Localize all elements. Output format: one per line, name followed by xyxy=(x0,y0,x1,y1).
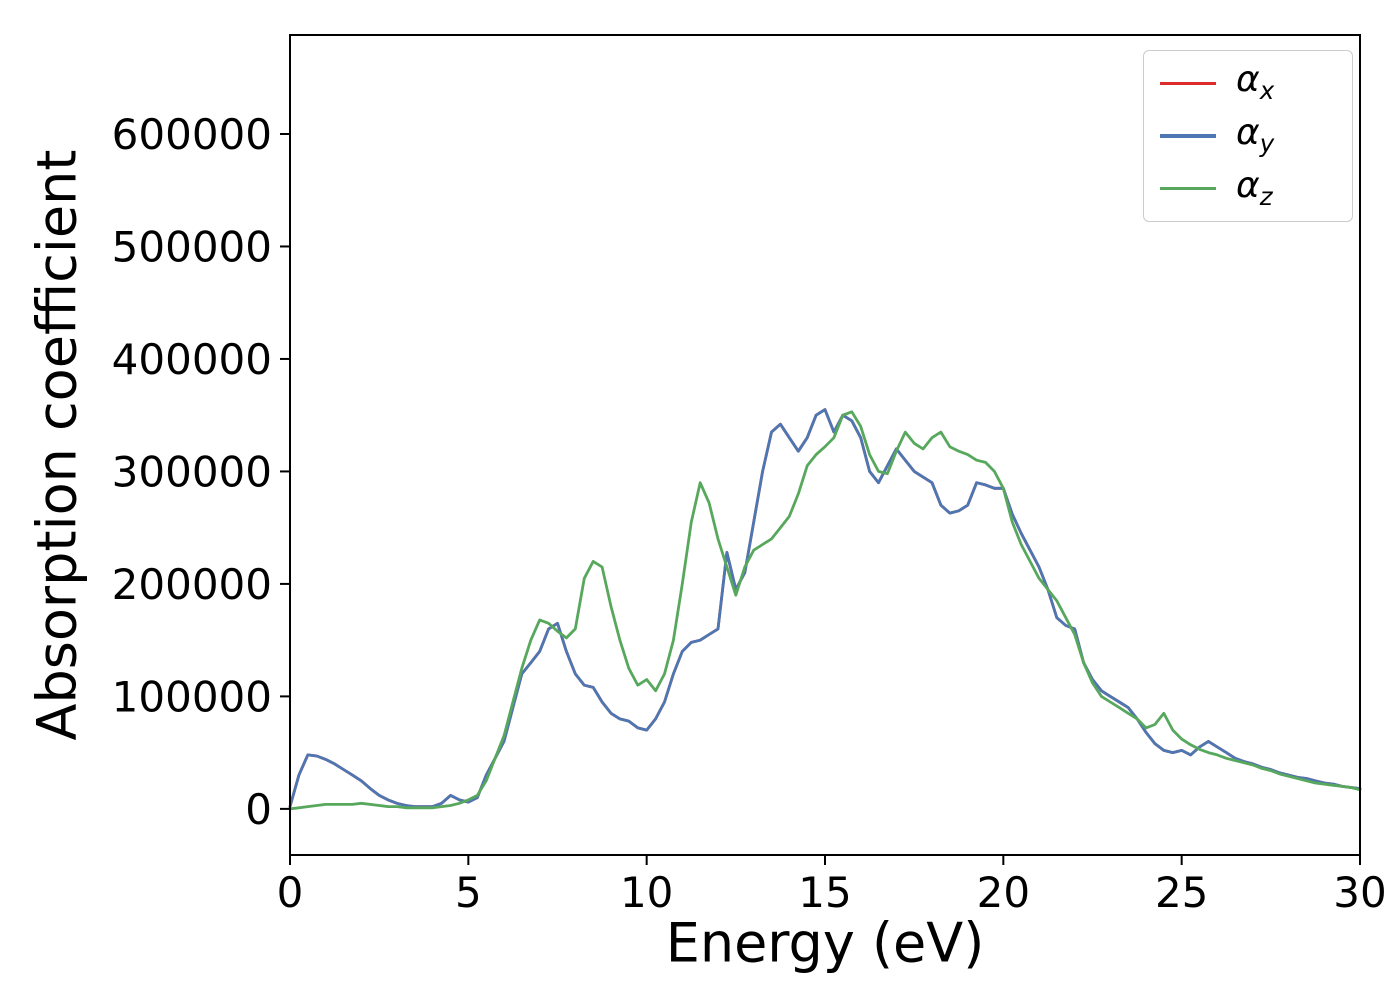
legend-item-alpha-x: αx xyxy=(1144,62,1352,104)
y-tick-label: 100000 xyxy=(112,672,272,721)
series-line-alpha_z xyxy=(288,410,1362,811)
y-tick-label: 400000 xyxy=(112,335,272,384)
legend-label-alpha-y: αy xyxy=(1236,112,1275,159)
y-tick-label: 500000 xyxy=(112,222,272,271)
x-tick-label: 20 xyxy=(977,868,1030,917)
legend-swatch-alpha-z xyxy=(1160,186,1216,191)
legend-swatch-alpha-y xyxy=(1160,134,1216,138)
legend-item-alpha-y: αy xyxy=(1144,115,1352,157)
x-tick-label: 10 xyxy=(620,868,673,917)
y-tick-label: 0 xyxy=(245,785,272,834)
x-tick-label: 25 xyxy=(1155,868,1208,917)
y-tick-label: 200000 xyxy=(112,560,272,609)
x-tick-label: 5 xyxy=(455,868,482,917)
y-tick-label: 600000 xyxy=(112,110,272,159)
legend-label-alpha-x: αx xyxy=(1236,59,1275,106)
x-tick-label: 15 xyxy=(798,868,851,917)
x-tick-label: 30 xyxy=(1333,868,1386,917)
legend: αx αy αz xyxy=(1143,50,1353,222)
y-axis-title: Absorption coefficient xyxy=(25,149,89,741)
x-axis-title: Energy (eV) xyxy=(665,911,985,975)
legend-swatch-alpha-x xyxy=(1160,81,1216,86)
legend-item-alpha-z: αz xyxy=(1144,164,1352,211)
legend-label-alpha-z: αz xyxy=(1236,164,1273,211)
series-line-alpha_y xyxy=(288,408,1362,808)
y-tick-label: 300000 xyxy=(112,447,272,496)
x-tick-label: 0 xyxy=(277,868,304,917)
